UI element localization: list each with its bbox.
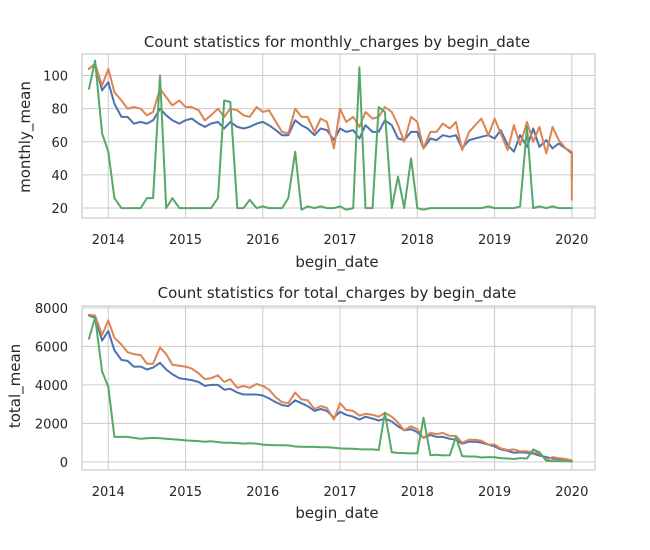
series-line xyxy=(88,316,573,463)
y-tick-label: 20 xyxy=(51,202,68,217)
x-tick-label: 2020 xyxy=(555,233,588,248)
x-tick-label: 2018 xyxy=(401,233,434,248)
y-tick-label: 8000 xyxy=(35,302,68,317)
x-tick-label: 2017 xyxy=(323,233,356,248)
plot-frame xyxy=(81,305,596,471)
x-axis-label: begin_date xyxy=(295,504,378,523)
y-tick-label: 60 xyxy=(51,136,68,151)
x-tick-label: 2015 xyxy=(169,485,202,500)
plot-frame xyxy=(81,53,596,219)
x-tick-label: 2014 xyxy=(92,233,125,248)
y-tick-label: 100 xyxy=(43,70,68,85)
series-line xyxy=(88,62,573,180)
monthly-charges-chart: Count statistics for monthly_charges by … xyxy=(16,33,596,272)
series-line xyxy=(88,62,573,201)
x-tick-label: 2016 xyxy=(246,485,279,500)
x-tick-label: 2017 xyxy=(323,485,356,500)
x-tick-label: 2019 xyxy=(478,485,511,500)
series-group xyxy=(88,59,573,211)
y-tick-label: 4000 xyxy=(35,379,68,394)
total-charges-chart: Count statistics for total_charges by be… xyxy=(6,284,596,523)
x-tick-label: 2015 xyxy=(169,233,202,248)
series-line xyxy=(88,59,573,211)
x-tick-label: 2019 xyxy=(478,233,511,248)
y-tick-label: 2000 xyxy=(35,417,68,432)
x-tick-label: 2016 xyxy=(246,233,279,248)
x-tick-label: 2018 xyxy=(401,485,434,500)
series-line xyxy=(88,313,573,462)
series-group xyxy=(88,313,573,463)
x-axis-label: begin_date xyxy=(295,253,378,272)
y-tick-label: 40 xyxy=(51,169,68,184)
chart-title: Count statistics for total_charges by be… xyxy=(158,284,517,303)
y-axis-label: monthly_mean xyxy=(16,81,35,193)
y-tick-label: 80 xyxy=(51,103,68,118)
y-axis-label: total_mean xyxy=(6,344,25,428)
y-tick-label: 0 xyxy=(60,456,68,471)
chart-title: Count statistics for monthly_charges by … xyxy=(144,33,530,52)
grid: 2014 2015 2016 2017 2018 2019 2020 0 2000 4000 600… xyxy=(35,302,595,500)
y-tick-label: 6000 xyxy=(35,340,68,355)
x-tick-label: 2014 xyxy=(92,485,125,500)
x-tick-label: 2020 xyxy=(555,485,588,500)
